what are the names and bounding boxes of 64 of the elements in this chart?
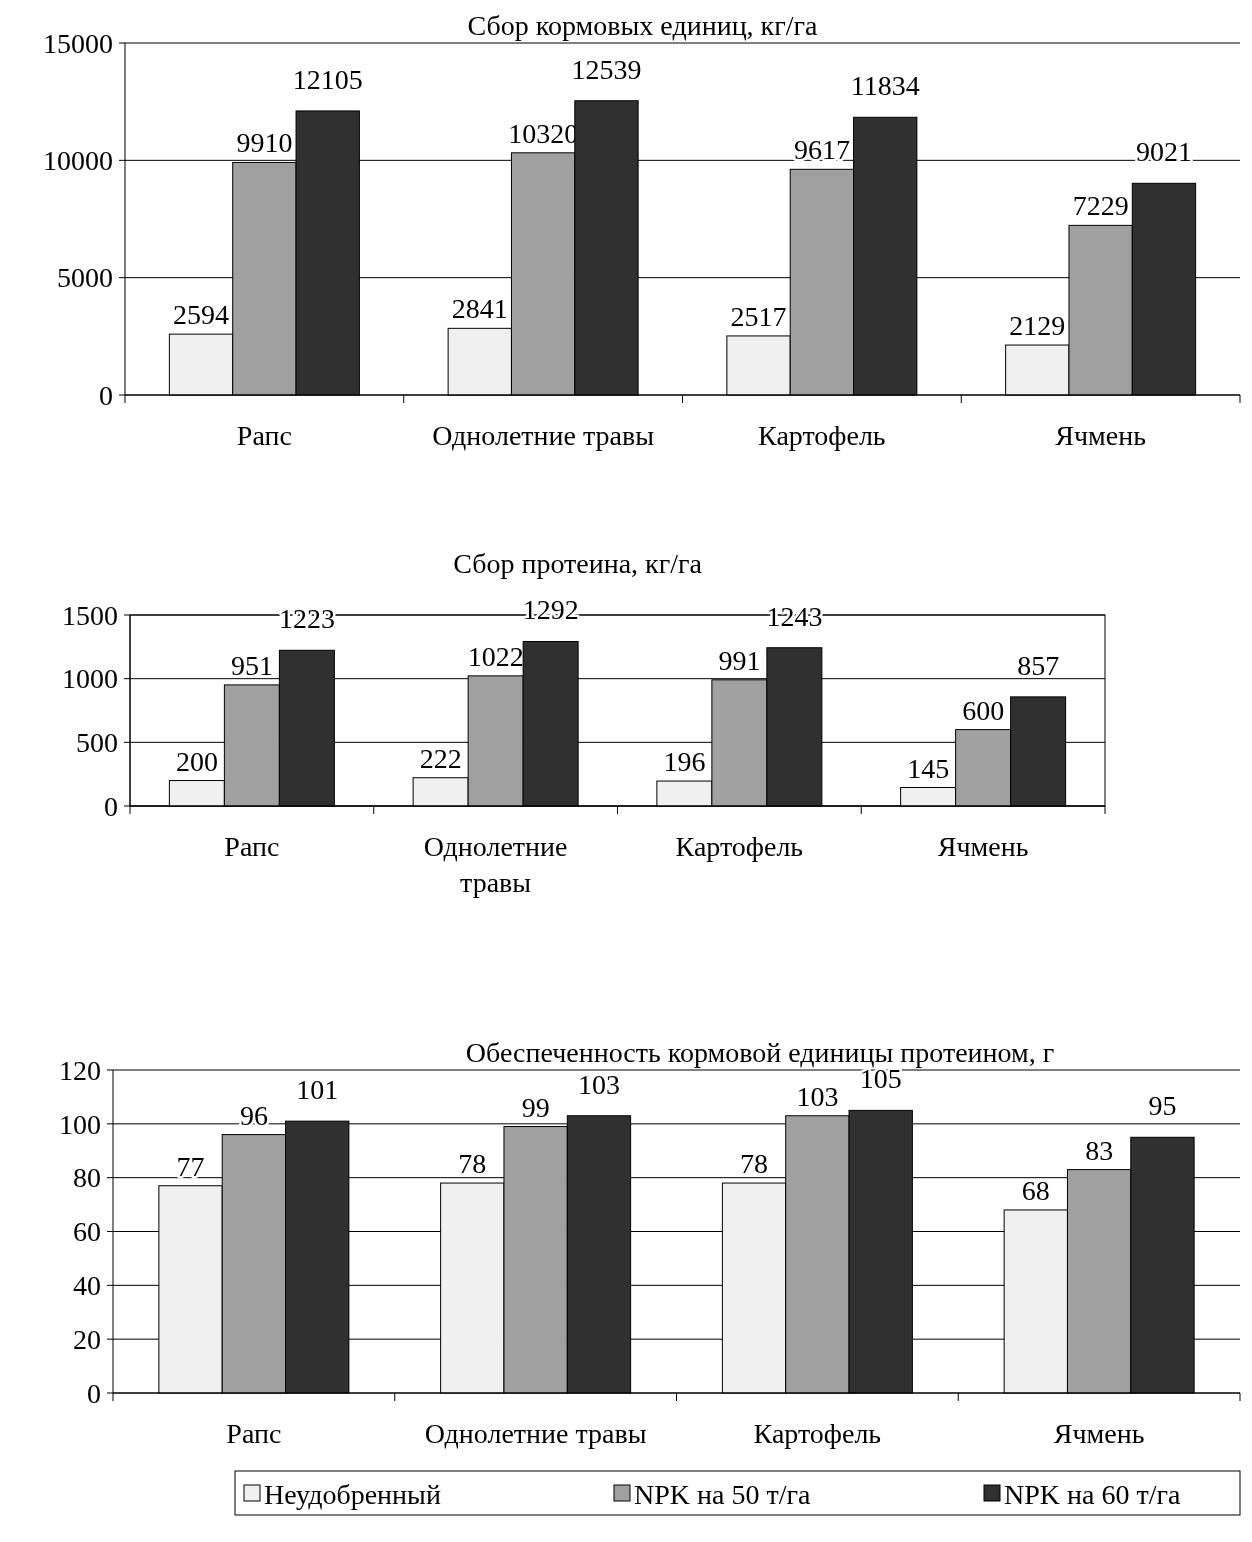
data-label: 200 <box>175 745 218 777</box>
data-label: 600 <box>962 694 1005 726</box>
x-tick-label: Ячмень <box>937 831 1029 862</box>
data-label: 2594 <box>173 299 230 331</box>
data-label: 78 <box>458 1148 487 1180</box>
data-label: 145 <box>907 752 950 784</box>
y-tick-label: 0 <box>99 379 113 411</box>
x-tick-label: Рапс <box>236 420 292 451</box>
y-tick-label: 80 <box>73 1162 101 1194</box>
x-tick-label: Однолетние травы <box>432 420 655 451</box>
data-label: 991 <box>718 644 761 676</box>
y-tick-label: 500 <box>76 727 118 759</box>
chart-title: Сбор кормовых единиц, кг/га <box>467 10 818 41</box>
data-label: 96 <box>239 1099 268 1131</box>
x-tick-label: Ячмень <box>1053 1418 1145 1449</box>
y-tick-label: 120 <box>59 1054 101 1086</box>
data-label: 11834 <box>850 70 920 102</box>
x-tick-label: Ячмень <box>1055 420 1146 451</box>
data-label: 103 <box>796 1080 839 1112</box>
data-label: 12539 <box>571 53 642 85</box>
y-tick-label: 100 <box>59 1108 101 1140</box>
chart-title: Сбор протеина, кг/га <box>453 548 703 579</box>
y-tick-label: 60 <box>73 1216 101 1248</box>
data-label: 101 <box>296 1074 339 1106</box>
data-label: 95 <box>1148 1090 1177 1122</box>
data-label: 9021 <box>1135 136 1192 168</box>
y-tick-label: 10000 <box>43 145 113 177</box>
data-label: 77 <box>176 1150 205 1182</box>
x-tick-label: Рапс <box>224 831 280 862</box>
data-label: 2841 <box>451 293 508 325</box>
y-tick-label: 5000 <box>57 262 113 294</box>
data-label: 1022 <box>467 640 524 672</box>
data-label: 9617 <box>793 134 850 166</box>
y-tick-label: 1500 <box>62 599 118 631</box>
data-label: 857 <box>1017 649 1060 681</box>
x-tick-label: Однолетние травы <box>423 831 568 898</box>
data-label: 12105 <box>292 63 363 95</box>
legend-label: Неудобренный <box>264 1479 441 1510</box>
x-tick-label: Картофель <box>753 1418 882 1449</box>
y-tick-label: 40 <box>73 1270 101 1302</box>
x-tick-label: Рапс <box>226 1418 282 1449</box>
data-label: 83 <box>1085 1134 1114 1166</box>
data-label: 103 <box>577 1068 620 1100</box>
legend-label: NPK на 50 т/га <box>634 1479 811 1510</box>
data-label: 78 <box>740 1148 769 1180</box>
data-label: 222 <box>419 742 462 774</box>
data-label: 196 <box>663 746 706 778</box>
data-label: 9910 <box>236 127 293 159</box>
data-label: 7229 <box>1072 190 1129 222</box>
y-tick-label: 15000 <box>43 27 113 59</box>
y-tick-label: 1000 <box>62 663 118 695</box>
x-tick-label: Картофель <box>675 831 804 862</box>
x-tick-label: Картофель <box>758 420 886 451</box>
data-label: 951 <box>230 649 273 681</box>
data-label: 68 <box>1021 1174 1050 1206</box>
y-tick-label: 20 <box>73 1323 101 1355</box>
x-tick-label: Однолетние травы <box>424 1418 647 1449</box>
data-label: 2517 <box>730 300 787 332</box>
y-tick-label: 0 <box>87 1377 101 1409</box>
y-tick-label: 0 <box>104 790 118 822</box>
data-label: 2129 <box>1009 310 1066 342</box>
legend-label: NPK на 60 т/га <box>1004 1479 1181 1510</box>
chart-title: Обеспеченность кормовой единицы протеином, г <box>465 1037 1055 1068</box>
data-label: 99 <box>521 1091 550 1123</box>
